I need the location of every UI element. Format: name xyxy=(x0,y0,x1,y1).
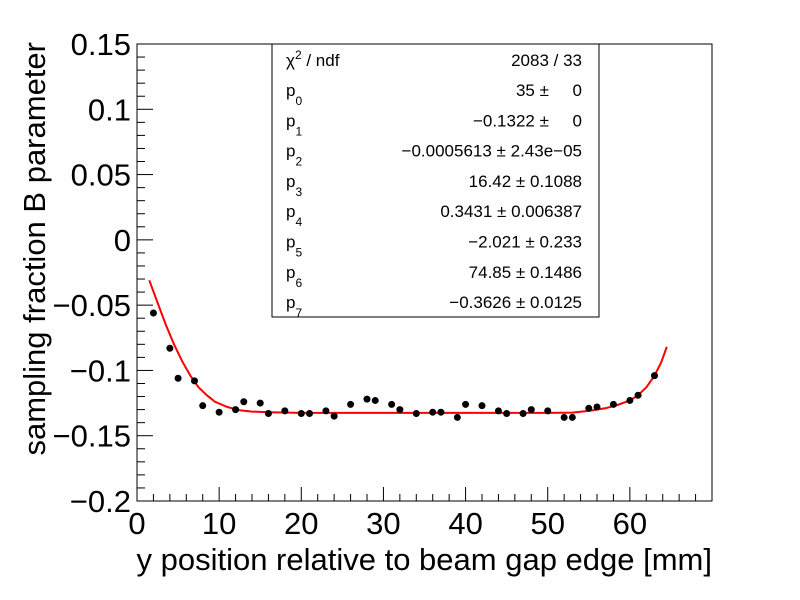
x-tick-labels: 0 10 20 30 40 50 60 xyxy=(128,506,647,541)
y-tick-label: −0.15 xyxy=(53,419,131,454)
data-point xyxy=(437,408,445,416)
data-point xyxy=(166,344,174,352)
data-point xyxy=(264,410,272,418)
data-point xyxy=(568,413,576,421)
data-point xyxy=(609,400,617,408)
y-tick-label: 0.05 xyxy=(71,158,131,193)
y-ticks xyxy=(137,43,153,502)
data-point xyxy=(593,403,601,411)
stats-param-value: 35 ± 0 xyxy=(516,81,582,100)
x-tick-label: 10 xyxy=(202,506,236,541)
stats-chi2-value: 2083 / 33 xyxy=(511,51,582,70)
stats-param-label: p5 xyxy=(286,233,302,260)
stats-param-label: p0 xyxy=(286,81,302,108)
data-point xyxy=(240,398,248,406)
data-point xyxy=(429,408,437,416)
stats-param-label: p1 xyxy=(286,111,302,138)
data-point xyxy=(651,372,658,380)
data-point xyxy=(215,408,223,416)
stats-param-label: p2 xyxy=(286,142,302,169)
data-point xyxy=(396,406,404,414)
x-tick-label: 40 xyxy=(448,506,482,541)
data-point xyxy=(462,400,470,408)
y-tick-labels: −0.2 −0.15 −0.1 −0.05 0 0.05 0.1 0.15 xyxy=(53,27,131,519)
data-point xyxy=(412,410,420,418)
data-point xyxy=(585,404,593,412)
data-point xyxy=(634,391,642,399)
data-points xyxy=(149,309,658,421)
x-tick-label: 60 xyxy=(613,506,647,541)
stats-param-value: 74.85 ± 0.1486 xyxy=(469,263,582,282)
y-tick-label: 0.1 xyxy=(88,92,131,127)
data-point xyxy=(363,395,371,403)
stats-box-frame xyxy=(271,43,600,318)
x-tick-label: 50 xyxy=(530,506,564,541)
y-tick-label: 0 xyxy=(114,223,131,258)
stats-param-value: −0.1322 ± 0 xyxy=(473,111,582,130)
stats-param-label: p3 xyxy=(286,172,302,199)
data-point xyxy=(519,410,527,418)
y-tick-label: −0.1 xyxy=(70,353,131,388)
data-point xyxy=(297,410,305,418)
data-point xyxy=(453,413,461,421)
y-tick-label: −0.05 xyxy=(53,288,131,323)
stats-param-label: p6 xyxy=(286,263,302,290)
stats-param-label: p4 xyxy=(286,202,302,229)
x-tick-label: 0 xyxy=(128,506,145,541)
stats-chi2-label: χ2 / ndf xyxy=(286,48,340,70)
data-point xyxy=(199,402,207,410)
stats-param-value: −0.3626 ± 0.0125 xyxy=(449,293,582,312)
data-point xyxy=(256,399,264,407)
stats-param-value: 0.3431 ± 0.006387 xyxy=(440,202,582,221)
x-axis-title: y position relative to beam gap edge [mm… xyxy=(136,542,712,577)
x-ticks xyxy=(136,487,713,501)
stats-box: χ2 / ndf 2083 / 33 p0 35 ± 0 p1 −0.1322 ± 0 p2… xyxy=(271,43,600,320)
data-point xyxy=(322,407,330,415)
data-point xyxy=(347,400,355,408)
stats-param-label: p7 xyxy=(286,293,302,320)
data-point xyxy=(527,406,535,414)
data-point xyxy=(330,412,338,420)
data-point xyxy=(281,407,289,415)
data-point xyxy=(191,377,198,385)
data-point xyxy=(478,402,486,410)
data-point xyxy=(494,407,502,415)
y-axis-title: sampling fraction B parameter xyxy=(17,42,52,456)
x-tick-label: 30 xyxy=(366,506,400,541)
stats-param-value: 16.42 ± 0.1088 xyxy=(469,172,582,191)
y-tick-label: −0.2 xyxy=(70,484,131,519)
data-point xyxy=(306,410,313,418)
data-point xyxy=(388,400,396,408)
data-point xyxy=(371,396,379,404)
stats-rows: χ2 / ndf 2083 / 33 p0 35 ± 0 p1 −0.1322 ± 0 p2… xyxy=(286,48,582,320)
data-point xyxy=(544,407,552,415)
data-point xyxy=(149,309,157,317)
y-tick-label: 0.15 xyxy=(71,27,131,62)
stats-param-value: −0.0005613 ± 2.43e−05 xyxy=(402,142,582,161)
data-point xyxy=(503,410,511,418)
data-point xyxy=(174,374,182,382)
data-point xyxy=(560,413,568,421)
data-point xyxy=(626,396,634,404)
data-point xyxy=(232,406,240,414)
stats-param-value: −2.021 ± 0.233 xyxy=(468,233,582,252)
x-tick-label: 20 xyxy=(284,506,318,541)
